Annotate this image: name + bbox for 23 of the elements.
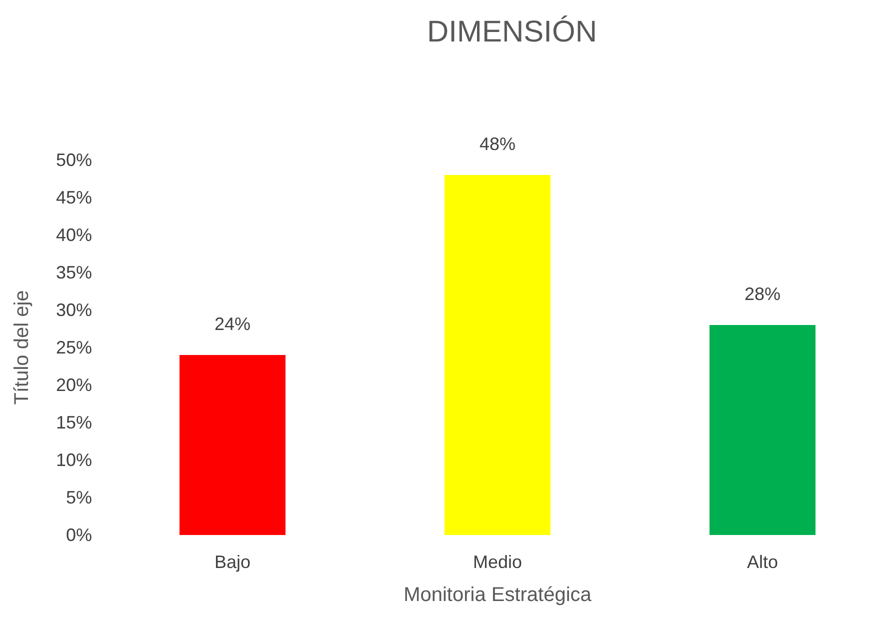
bar	[444, 175, 550, 535]
data-label: 24%	[214, 314, 251, 334]
x-tick-label: Medio	[472, 552, 522, 572]
y-tick-label: 25%	[56, 338, 92, 358]
y-tick-label: 20%	[56, 375, 92, 395]
y-tick-label: 30%	[56, 300, 92, 320]
y-axis-title: Título del eje	[11, 290, 33, 405]
y-tick-label: 0%	[66, 525, 92, 545]
y-tick-label: 40%	[56, 225, 92, 245]
y-tick-label: 15%	[56, 412, 92, 432]
chart-title: DIMENSIÓN	[426, 14, 598, 48]
y-tick-label: 5%	[66, 488, 92, 508]
y-tick-label: 10%	[56, 450, 92, 470]
data-label: 28%	[744, 284, 781, 304]
x-axis-title: Monitoria Estratégica	[404, 584, 592, 606]
data-label: 48%	[479, 134, 516, 154]
y-tick-label: 45%	[56, 188, 92, 208]
y-tick-label: 50%	[56, 150, 92, 170]
bar	[180, 355, 286, 535]
x-tick-label: Alto	[746, 552, 778, 572]
x-tick-label: Bajo	[214, 552, 251, 572]
y-tick-label: 35%	[56, 262, 92, 282]
bar	[710, 325, 816, 535]
